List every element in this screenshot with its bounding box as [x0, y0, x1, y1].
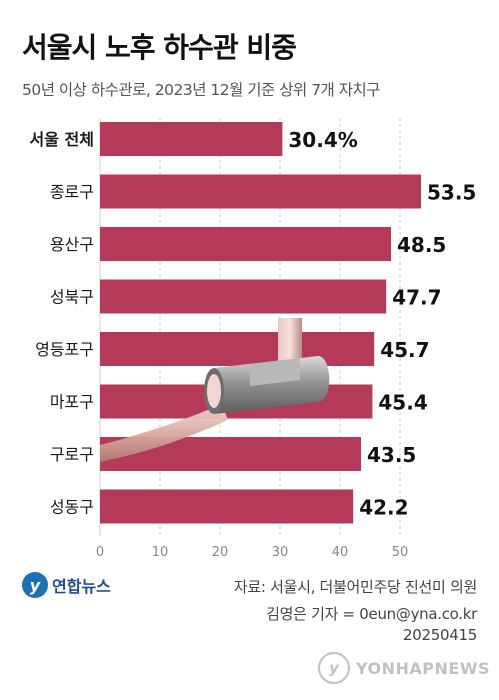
- category-label: 영등포구: [35, 340, 94, 359]
- category-label: 서울 전체: [30, 130, 94, 149]
- yonhap-logo: y 연합뉴스: [22, 572, 111, 598]
- category-label: 종로구: [50, 183, 94, 202]
- bar: [100, 122, 283, 156]
- x-axis-ticks: 0 10 20 30 40 50: [96, 545, 408, 560]
- data-label: 48.5: [397, 233, 446, 257]
- yonhap-logo-icon: y: [22, 572, 48, 598]
- data-label: 42.2: [359, 496, 408, 520]
- category-label: 성북구: [50, 288, 94, 307]
- watermark: y YONHAPNEWS: [318, 652, 490, 684]
- data-label: 53.5: [427, 181, 476, 205]
- value-labels: 30.4% 53.5 48.5 47.7 45.7 45.4 43.5 42.2: [288, 128, 476, 520]
- bar: [100, 174, 421, 209]
- category-label: 성동구: [50, 498, 94, 517]
- data-label: 45.4: [378, 391, 427, 415]
- bar: [100, 227, 391, 261]
- category-label: 용산구: [50, 235, 94, 254]
- data-label: 47.7: [392, 286, 441, 310]
- chart-title: 서울시 노후 하수관 비중: [22, 31, 297, 64]
- category-label: 마포구: [50, 393, 94, 412]
- x-tick-label: 10: [152, 545, 169, 560]
- x-tick-label: 40: [332, 545, 349, 560]
- chart-subtitle: 50년 이상 하수관로, 2023년 12월 기준 상위 7개 자치구: [22, 81, 381, 99]
- bar: [100, 489, 354, 524]
- reporter-credit: 김영은 기자 = 0eun@yna.co.kr: [266, 605, 477, 623]
- x-tick-label: 50: [392, 545, 409, 560]
- yonhap-logo-text: 연합뉴스: [52, 577, 111, 596]
- category-label: 구로구: [50, 445, 94, 464]
- pipe-illustration: [100, 318, 330, 462]
- publish-date: 20250415: [403, 626, 477, 644]
- data-label: 30.4%: [288, 128, 357, 152]
- x-tick-label: 20: [212, 545, 229, 560]
- bar: [100, 279, 387, 314]
- source-note: 자료: 서울시, 더불어민주당 진선미 의원: [233, 578, 477, 596]
- data-label: 43.5: [367, 443, 416, 467]
- watermark-icon: y: [318, 652, 350, 684]
- x-tick-label: 0: [96, 545, 104, 560]
- data-label: 45.7: [380, 338, 429, 362]
- bar: [100, 332, 375, 366]
- x-tick-label: 30: [272, 545, 289, 560]
- watermark-text: YONHAPNEWS: [356, 658, 490, 678]
